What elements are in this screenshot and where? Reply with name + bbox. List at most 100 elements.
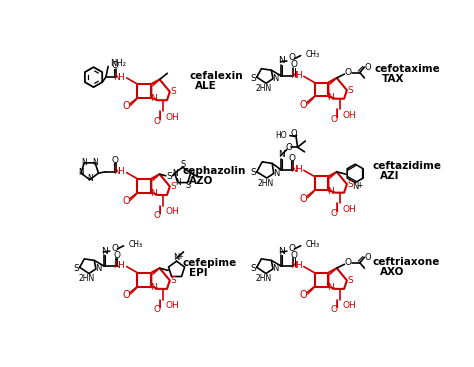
Text: N: N xyxy=(273,169,280,178)
Text: S: S xyxy=(74,264,80,273)
Text: OH: OH xyxy=(343,301,356,310)
Text: N: N xyxy=(113,73,120,81)
Text: N: N xyxy=(101,247,108,256)
Text: O: O xyxy=(331,209,338,218)
Text: O: O xyxy=(300,194,308,204)
Text: H: H xyxy=(118,167,124,177)
Text: O: O xyxy=(154,211,161,220)
Text: N: N xyxy=(290,165,297,174)
Text: N: N xyxy=(290,261,297,270)
Text: O: O xyxy=(289,153,296,163)
Text: 2HN: 2HN xyxy=(257,179,273,188)
Text: S: S xyxy=(348,276,354,285)
Text: S: S xyxy=(167,172,173,181)
Text: O: O xyxy=(289,54,296,62)
Text: H: H xyxy=(295,71,301,80)
Text: H: H xyxy=(295,261,301,270)
Text: cephazolin: cephazolin xyxy=(182,166,246,176)
Text: TAX: TAX xyxy=(383,75,405,84)
Text: S: S xyxy=(171,87,176,96)
Text: S: S xyxy=(171,182,176,191)
Text: 2HN: 2HN xyxy=(255,275,272,283)
Text: S: S xyxy=(250,168,256,177)
Text: S: S xyxy=(348,179,354,189)
Text: O: O xyxy=(286,143,292,152)
Text: HO: HO xyxy=(275,131,287,140)
Text: O: O xyxy=(154,305,161,314)
Text: CH₃: CH₃ xyxy=(305,50,319,59)
Text: N: N xyxy=(278,247,285,256)
Text: OH: OH xyxy=(166,113,180,122)
Text: cefotaxime: cefotaxime xyxy=(374,65,440,75)
Text: N: N xyxy=(82,157,87,167)
Text: OH: OH xyxy=(343,205,356,214)
Text: N: N xyxy=(113,167,120,177)
Text: H: H xyxy=(118,261,124,270)
Text: 2HN: 2HN xyxy=(79,275,95,283)
Text: O: O xyxy=(300,290,308,300)
Text: N: N xyxy=(175,178,181,187)
Text: cefalexin: cefalexin xyxy=(190,71,244,81)
Text: O: O xyxy=(123,290,130,300)
Text: S: S xyxy=(180,160,185,169)
Text: CH₃: CH₃ xyxy=(305,240,319,249)
Text: N: N xyxy=(150,283,157,292)
Text: N: N xyxy=(172,168,178,178)
Text: S: S xyxy=(171,276,176,285)
Text: 2HN: 2HN xyxy=(255,84,272,93)
Text: N: N xyxy=(113,261,120,270)
Text: +: + xyxy=(356,181,362,190)
Text: O: O xyxy=(291,129,297,138)
Text: N: N xyxy=(188,168,194,178)
Text: cefepime: cefepime xyxy=(182,258,237,269)
Text: O: O xyxy=(113,251,120,259)
Text: O: O xyxy=(331,305,338,314)
Text: O: O xyxy=(111,244,118,252)
Text: N: N xyxy=(150,94,157,103)
Text: N: N xyxy=(278,57,285,65)
Text: +: + xyxy=(177,254,183,260)
Text: O: O xyxy=(290,60,297,69)
Text: N: N xyxy=(352,182,358,191)
Text: O: O xyxy=(364,63,371,72)
Text: S: S xyxy=(185,181,191,190)
Text: O: O xyxy=(290,251,297,259)
Text: N: N xyxy=(272,264,278,273)
Text: OH: OH xyxy=(166,301,180,310)
Text: ALE: ALE xyxy=(195,81,217,91)
Text: EPI: EPI xyxy=(189,269,208,279)
Text: NH₂: NH₂ xyxy=(109,59,126,68)
Text: O: O xyxy=(123,196,130,206)
Text: AZI: AZI xyxy=(380,171,400,181)
Text: O: O xyxy=(300,100,308,110)
Text: ceftazidime: ceftazidime xyxy=(372,161,441,171)
Text: N: N xyxy=(95,264,101,273)
Text: N: N xyxy=(87,174,92,183)
Text: N: N xyxy=(328,283,334,292)
Text: N: N xyxy=(92,157,98,167)
Text: OH: OH xyxy=(343,111,356,120)
Text: N: N xyxy=(290,71,297,80)
Text: O: O xyxy=(111,156,118,165)
Text: N: N xyxy=(328,93,334,102)
Text: H: H xyxy=(295,165,301,174)
Text: S: S xyxy=(251,264,256,273)
Text: CH₃: CH₃ xyxy=(128,240,142,249)
Text: S: S xyxy=(251,74,256,83)
Text: S: S xyxy=(348,86,354,95)
Text: OH: OH xyxy=(166,207,180,217)
Text: O: O xyxy=(345,68,352,77)
Text: O: O xyxy=(289,244,296,252)
Text: O: O xyxy=(123,101,130,112)
Text: O: O xyxy=(364,253,371,262)
Text: N: N xyxy=(78,168,84,177)
Text: N: N xyxy=(150,189,157,198)
Text: AZO: AZO xyxy=(189,176,213,186)
Text: O: O xyxy=(345,258,352,267)
Text: O: O xyxy=(154,117,161,126)
Text: N: N xyxy=(328,186,334,196)
Text: O: O xyxy=(111,61,118,70)
Text: ceftriaxone: ceftriaxone xyxy=(372,257,440,267)
Text: O: O xyxy=(331,115,338,124)
Text: H: H xyxy=(118,73,124,81)
